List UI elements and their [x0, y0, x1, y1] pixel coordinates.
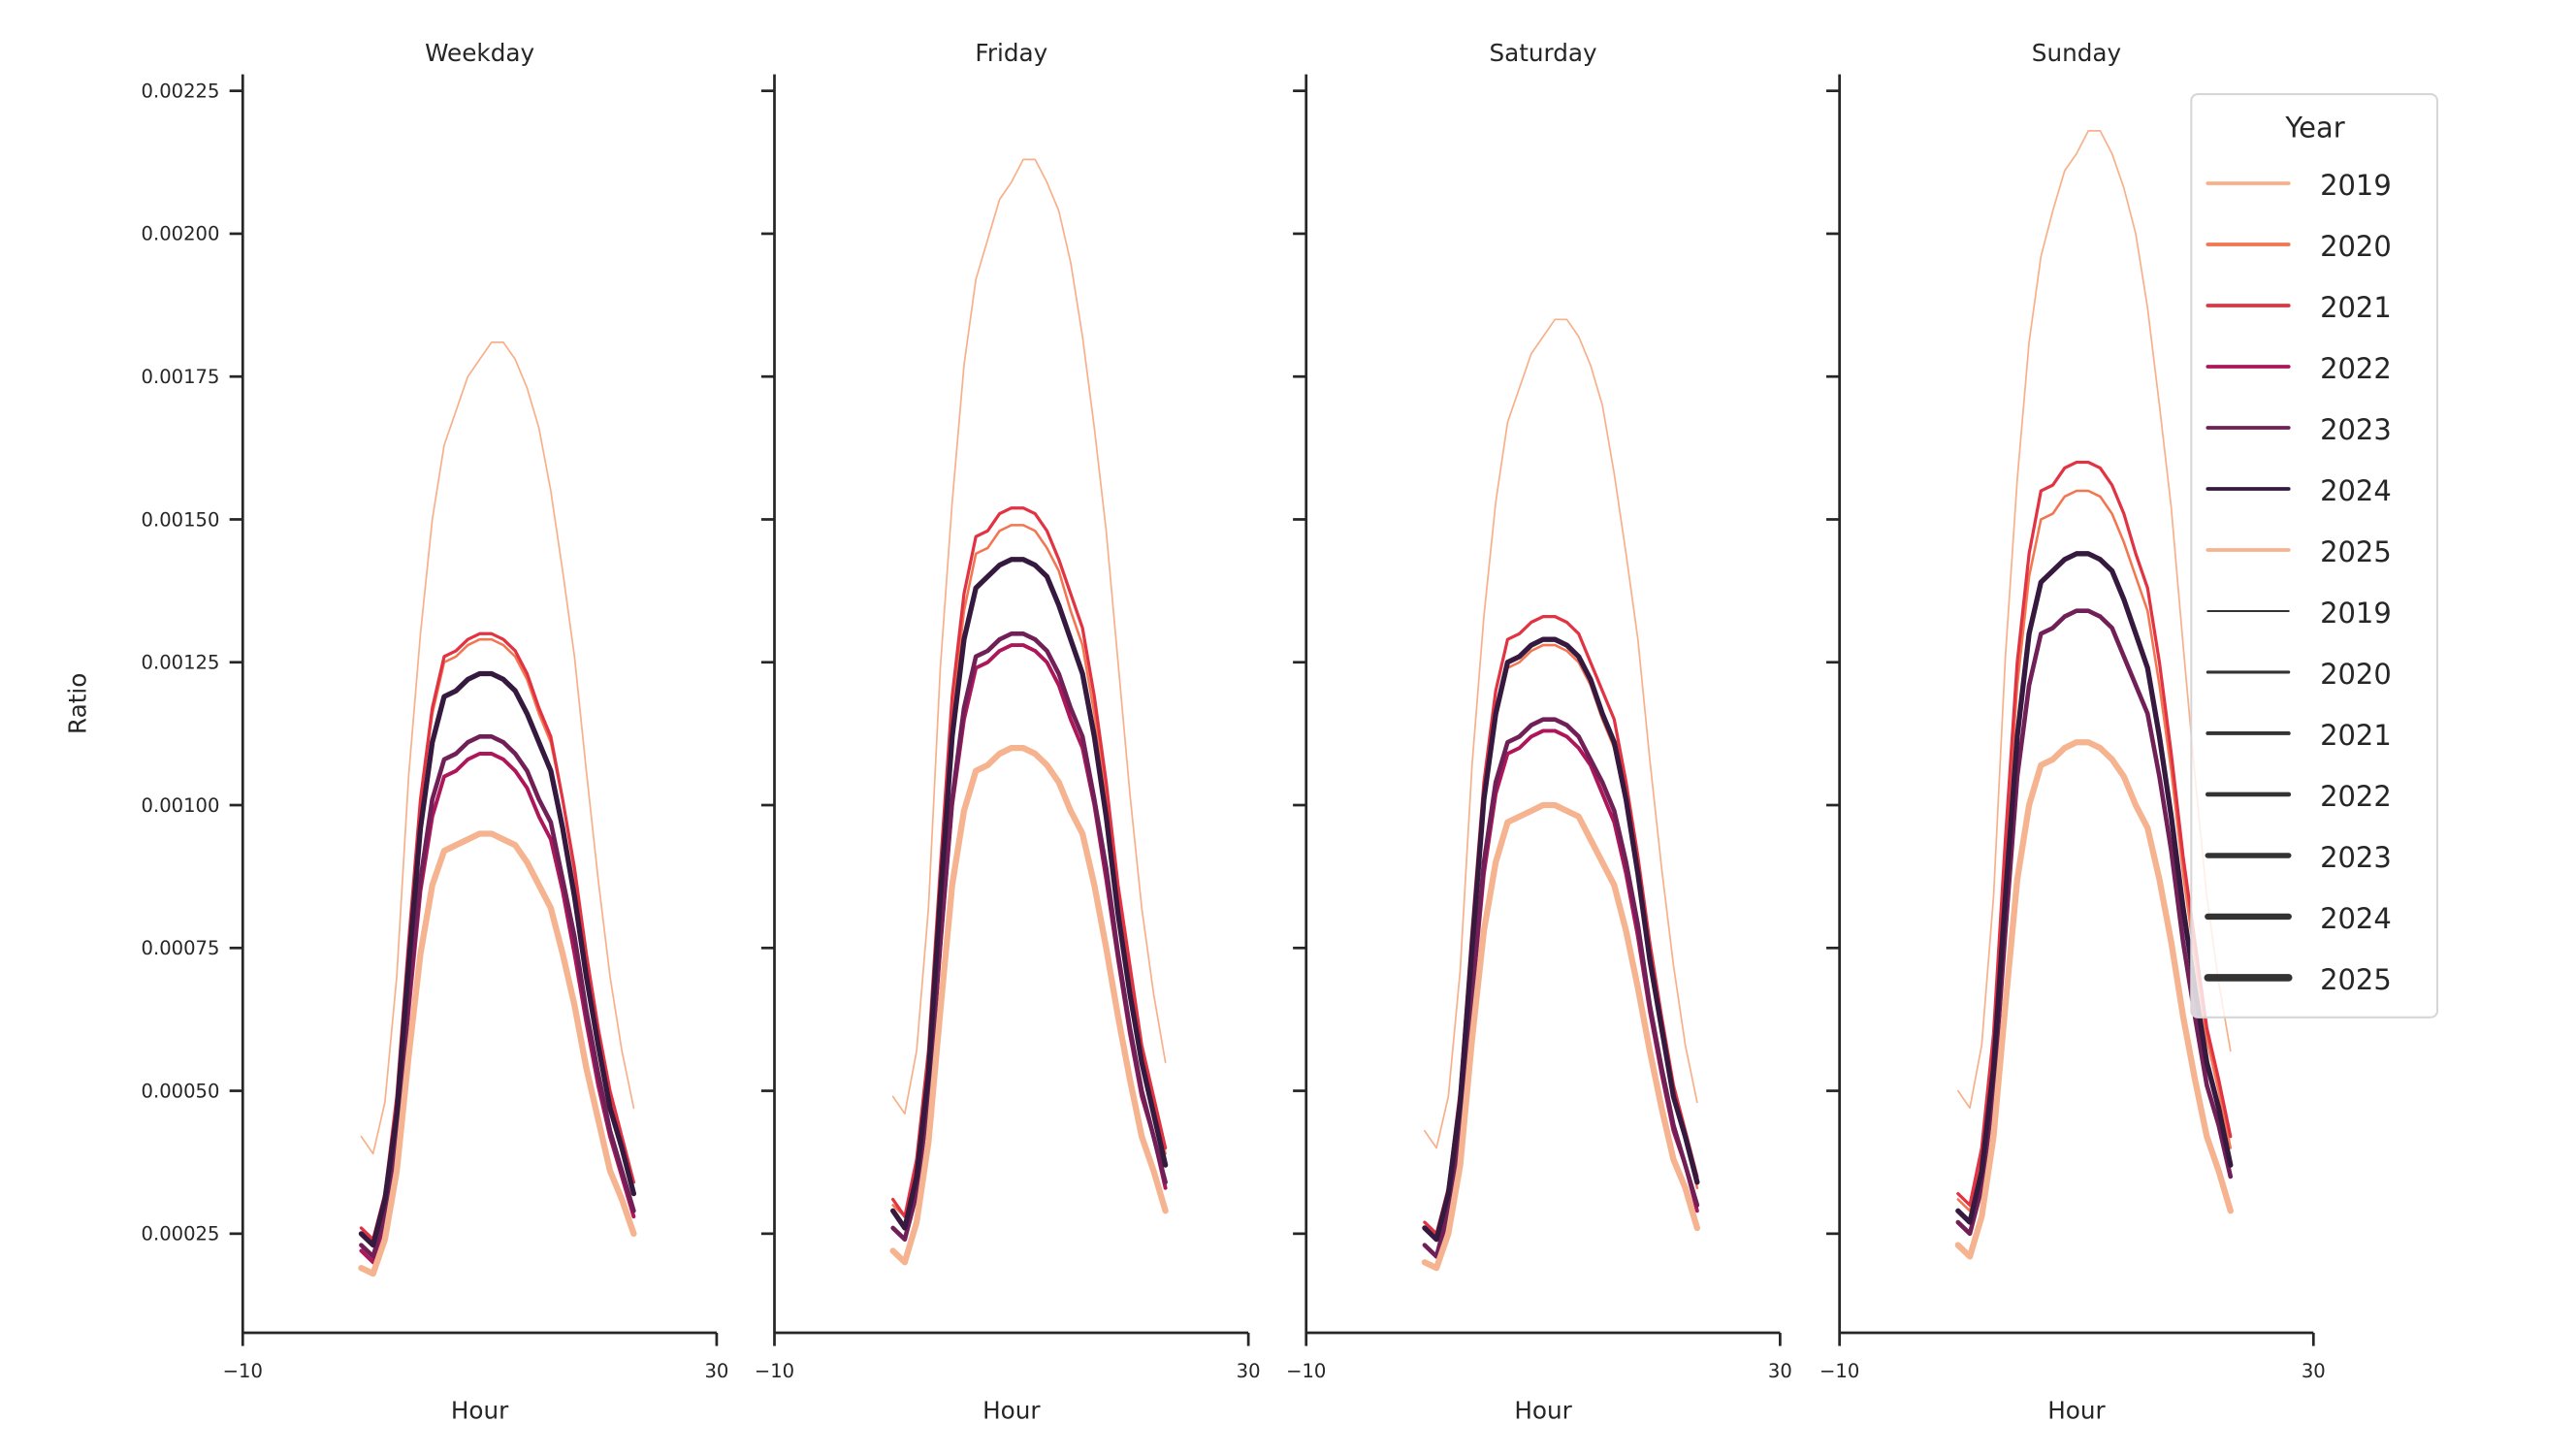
series-line-2024 — [1955, 551, 2234, 1225]
y-tick-label: 0.00100 — [142, 794, 220, 817]
legend-label: 2025 — [2320, 963, 2392, 996]
y-tick-label: 0.00050 — [142, 1080, 220, 1102]
facet-friday: Friday −10 30 Hour — [755, 39, 1261, 1425]
legend-title: Year — [2284, 111, 2344, 144]
series-line-2021 — [1423, 615, 1699, 1236]
facet-sunday: Sunday −10 30 Hour — [1819, 39, 2326, 1425]
x-tick-label: −10 — [1286, 1360, 1326, 1382]
series-line-2024 — [358, 670, 637, 1248]
y-tick-label: 0.00025 — [142, 1223, 220, 1245]
x-tick-label: 30 — [2302, 1360, 2326, 1382]
series-line-2019 — [360, 341, 635, 1155]
series-line-2025 — [1954, 739, 2234, 1260]
series-line-2024 — [1422, 636, 1700, 1243]
facet-weekday: Weekday 0.00025 0.00050 0.00075 0.00100 0.001… — [142, 39, 729, 1425]
series-line-2025 — [889, 744, 1169, 1266]
legend-label: 2023 — [2320, 413, 2392, 446]
series-line-2023 — [359, 734, 636, 1259]
legend-label: 2019 — [2320, 597, 2392, 630]
legend-label: 2023 — [2320, 841, 2392, 874]
y-tick-label: 0.00075 — [142, 937, 220, 959]
legend-label: 2022 — [2320, 352, 2392, 385]
legend-label: 2024 — [2320, 902, 2392, 935]
x-tick-label: −10 — [223, 1360, 263, 1382]
series-line-2023 — [890, 630, 1168, 1243]
legend-label: 2025 — [2320, 535, 2392, 568]
series-line-2025 — [1421, 801, 1701, 1272]
y-tick-label: 0.00175 — [142, 366, 220, 388]
series-line-2019 — [891, 158, 1167, 1115]
series-line-2023 — [1422, 717, 1700, 1259]
legend-label: 2020 — [2320, 658, 2392, 691]
facet-title: Weekday — [425, 39, 534, 67]
series-line-2021 — [1956, 460, 2233, 1207]
series-line-2019 — [1956, 130, 2232, 1110]
legend-frame — [2190, 93, 2439, 1018]
y-tick-label: 0.00225 — [142, 80, 220, 102]
x-tick-label: 30 — [1768, 1360, 1792, 1382]
facet-title: Friday — [975, 39, 1047, 67]
y-tick-label: 0.00125 — [142, 652, 220, 674]
legend-label: 2024 — [2320, 474, 2392, 507]
legend-label: 2019 — [2320, 169, 2392, 202]
x-tick-label: 30 — [704, 1360, 728, 1382]
y-tick-label: 0.00200 — [142, 223, 220, 245]
x-axis-label: Hour — [982, 1397, 1041, 1425]
x-tick-label: −10 — [755, 1360, 794, 1382]
series-line-2025 — [358, 830, 637, 1277]
y-axis-label: Ratio — [64, 673, 92, 734]
x-axis-label: Hour — [1514, 1397, 1572, 1425]
facet-saturday: Saturday −10 30 Hour — [1286, 39, 1792, 1425]
series-line-2024 — [890, 557, 1169, 1231]
legend-label: 2020 — [2320, 230, 2392, 263]
legend-label: 2022 — [2320, 780, 2392, 813]
legend-label: 2021 — [2320, 719, 2392, 752]
x-axis-label: Hour — [451, 1397, 509, 1425]
series-line-2019 — [1424, 318, 1698, 1149]
x-tick-label: −10 — [1819, 1360, 1859, 1382]
y-tick-label: 0.00150 — [142, 508, 220, 531]
x-tick-label: 30 — [1237, 1360, 1261, 1382]
x-axis-label: Hour — [2047, 1397, 2106, 1425]
legend: Year 2019 2020 2021 2022 2023 2024 2025 2019 2020… — [2190, 93, 2439, 1018]
facet-title: Saturday — [1489, 39, 1596, 67]
facet-title: Sunday — [2032, 39, 2121, 67]
legend-label: 2021 — [2320, 291, 2392, 324]
series-line-2020 — [360, 637, 635, 1242]
